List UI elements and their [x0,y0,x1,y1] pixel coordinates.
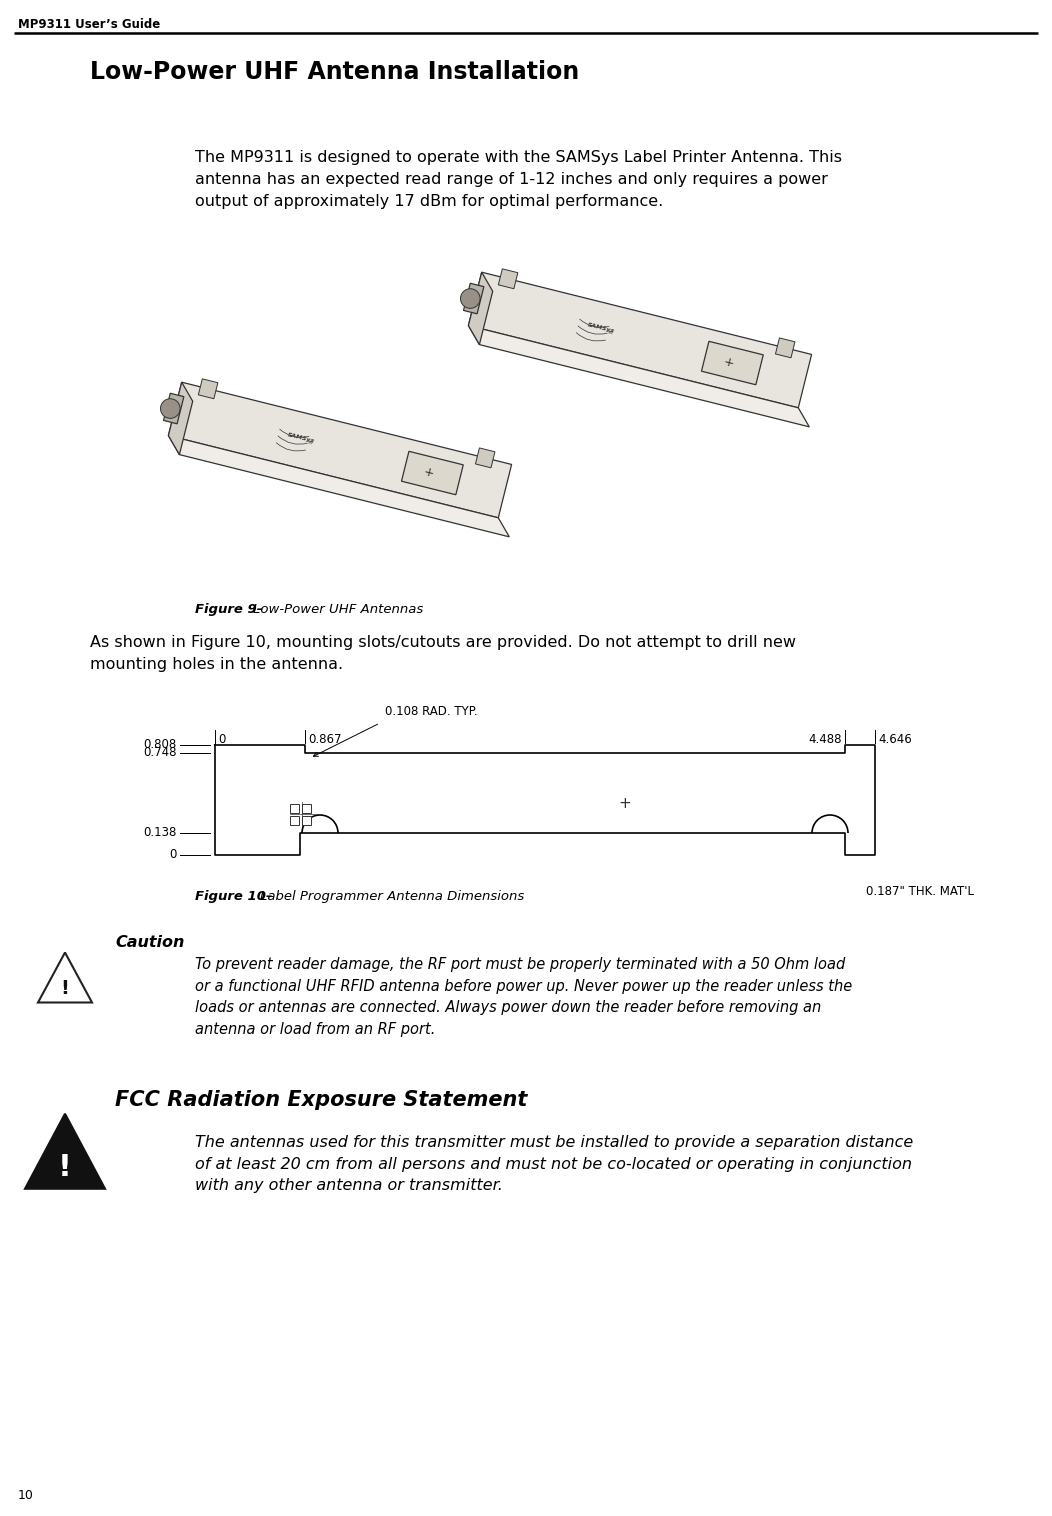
Polygon shape [168,435,509,537]
Polygon shape [468,326,809,428]
Polygon shape [702,341,764,385]
Polygon shape [476,447,495,468]
Text: The antennas used for this transmitter must be installed to provide a separation: The antennas used for this transmitter m… [195,1135,913,1193]
Bar [302,803,311,813]
Polygon shape [775,338,795,358]
Bar [290,803,299,813]
Text: 0.867: 0.867 [308,734,342,746]
Text: Low-Power UHF Antenna Installation: Low-Power UHF Antenna Installation [90,61,580,83]
Text: The MP9311 is designed to operate with the SAMSys Label Printer Antenna. This
an: The MP9311 is designed to operate with t… [195,150,842,209]
Text: 0: 0 [169,849,177,861]
Text: As shown in Figure 10, mounting slots/cutouts are provided. Do not attempt to dr: As shown in Figure 10, mounting slots/cu… [90,635,796,672]
Polygon shape [168,382,193,455]
Circle shape [461,288,480,308]
Text: 0.138: 0.138 [144,826,177,840]
Text: 0.748: 0.748 [143,746,177,760]
Text: Figure 10–: Figure 10– [195,890,272,904]
Text: +: + [619,796,631,811]
Text: Figure 9–: Figure 9– [195,603,263,615]
Text: 10: 10 [18,1489,34,1502]
Polygon shape [468,273,811,408]
Polygon shape [163,393,184,424]
Polygon shape [402,452,463,494]
Text: SAMSys: SAMSys [287,432,316,443]
Text: SAMSys: SAMSys [587,321,615,334]
Text: 0.108 RAD. TYP.: 0.108 RAD. TYP. [385,705,478,719]
Bar [290,816,299,825]
Text: !: ! [61,978,69,998]
Polygon shape [199,379,218,399]
Text: Label Programmer Antenna Dimensions: Label Programmer Antenna Dimensions [260,890,524,904]
Polygon shape [25,1114,105,1189]
Polygon shape [464,283,484,314]
Text: 0.808: 0.808 [144,738,177,752]
Text: TM: TM [306,440,312,446]
Text: 4.488: 4.488 [809,734,842,746]
Polygon shape [468,273,492,344]
Text: 0: 0 [218,734,225,746]
Text: 4.646: 4.646 [878,734,912,746]
Text: 0.187" THK. MAT'L: 0.187" THK. MAT'L [866,885,974,897]
Text: Low-Power UHF Antennas: Low-Power UHF Antennas [252,603,423,615]
Text: !: ! [58,1152,72,1181]
Text: Caution: Caution [115,935,184,951]
Polygon shape [38,952,92,1002]
Text: +: + [722,355,735,370]
Bar [302,816,311,825]
Polygon shape [168,382,511,518]
Text: To prevent reader damage, the RF port must be properly terminated with a 50 Ohm : To prevent reader damage, the RF port mu… [195,957,852,1037]
Text: MP9311 User’s Guide: MP9311 User’s Guide [18,18,160,30]
Text: FCC Radiation Exposure Statement: FCC Radiation Exposure Statement [115,1090,527,1110]
Text: +: + [422,465,436,481]
Text: TM: TM [606,330,612,335]
Circle shape [161,399,180,418]
Polygon shape [499,268,518,288]
